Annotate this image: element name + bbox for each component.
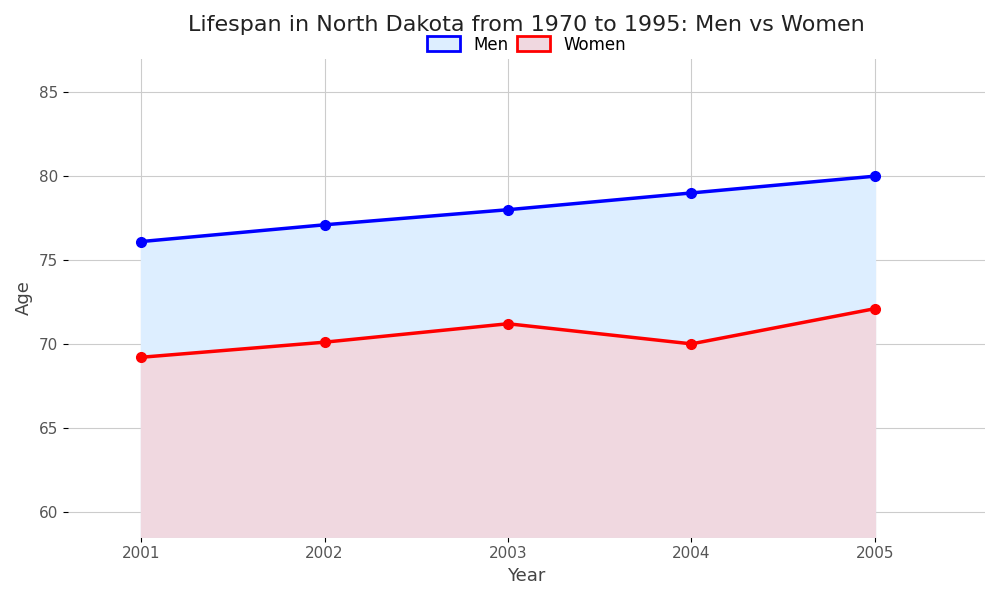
Y-axis label: Age: Age xyxy=(15,280,33,315)
Women xyxy=(319,338,331,346)
Men xyxy=(502,206,514,214)
Women xyxy=(502,320,514,328)
Women xyxy=(869,305,881,312)
Men xyxy=(319,221,331,229)
Men xyxy=(685,190,697,197)
Line: Men: Men xyxy=(136,172,880,247)
Women xyxy=(135,353,147,361)
Legend: Men, Women: Men, Women xyxy=(420,29,633,60)
Title: Lifespan in North Dakota from 1970 to 1995: Men vs Women: Lifespan in North Dakota from 1970 to 19… xyxy=(188,15,865,35)
Men xyxy=(135,238,147,245)
Women xyxy=(685,340,697,347)
Men xyxy=(869,173,881,180)
Line: Women: Women xyxy=(136,304,880,362)
X-axis label: Year: Year xyxy=(507,567,546,585)
